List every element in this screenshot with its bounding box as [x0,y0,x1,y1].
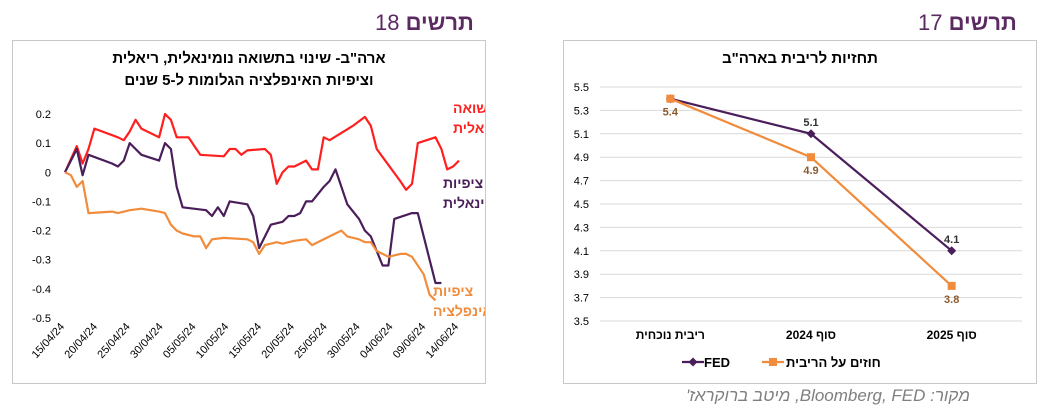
x-tick-label: 20/05/24 [259,321,297,361]
y-tick-label: 0.1 [36,138,51,150]
data-label: 5.1 [803,117,818,129]
x-tick-label: 25/05/24 [292,321,330,361]
series-line-2 [64,171,437,302]
category-label: סוף 2025 [927,328,977,342]
legend-label: FED [704,355,730,370]
data-point [806,129,816,139]
legend-marker [769,358,777,366]
x-tick-label: 15/05/24 [227,321,265,361]
series-label: ציפיות [433,283,473,299]
x-tick-label: 30/04/24 [128,321,166,361]
x-tick-label: 05/05/24 [161,321,199,361]
series-line-1 [64,141,442,285]
data-point [947,281,956,290]
series-line-0 [63,112,460,191]
series-label: ציפיות [443,175,483,191]
y-tick-label: 3.7 [574,293,589,305]
x-tick-label: 14/06/24 [424,321,462,361]
x-tick-label: 30/05/24 [325,321,363,361]
y-tick-label: 5.3 [574,105,589,117]
y-tick-label: 4.3 [574,222,589,234]
data-point [666,94,675,103]
data-label: 4.9 [803,165,818,177]
y-tick-label: 4.1 [574,246,589,258]
x-tick-label: 09/06/24 [391,321,429,361]
rate-forecast-chart-panel: תחזיות לריבית בארה"ב 5.5 5.3 5.1 4.9 4.7 4.5 4.… [563,40,1037,384]
y-tick-label: -0.3 [32,255,51,267]
chart-18-header: תרשים 18 [375,10,474,36]
category-label: סוף 2024 [786,328,836,342]
y-tick-label: 3.9 [574,269,589,281]
y-tick-label: 4.9 [574,152,589,164]
data-label: 5.4 [663,107,679,119]
data-point [807,153,815,162]
y-tick-label: 4.5 [574,199,589,211]
y-tick-label: 3.5 [574,316,589,328]
chart-18-title-line1: ארה"ב- שינוי בתשואה נומינאלית, ריאלית [112,50,385,67]
chart-18-title-line2: וציפיות האינפלציה הגלומות ל-5 שנים [124,72,373,89]
y-tick-label: -0.1 [32,196,51,208]
y-tick-label: -0.2 [32,226,51,238]
y-tick-label: 5.5 [574,82,589,94]
series-label: ריאלית [453,120,485,136]
x-tick-label: 25/04/24 [95,321,133,361]
chart-18-number: 18 [375,10,400,35]
x-tick-label: 20/04/24 [62,321,100,361]
chart-18-label: תרשים [405,10,474,35]
legend-marker [688,357,698,367]
yield-change-chart: ארה"ב- שינוי בתשואה נומינאלית, ריאלית וצי… [30,50,505,361]
series-label: האינפלציה [433,303,485,319]
yield-change-chart-panel: ארה"ב- שינוי בתשואה נומינאלית, ריאלית וצי… [12,40,505,384]
y-tick-label: -0.4 [32,284,51,296]
x-tick-label: 10/05/24 [194,321,232,361]
chart-17-header: תרשים 17 [918,10,1017,36]
y-tick-label: 0 [45,167,51,179]
y-tick-label: -0.5 [32,313,51,325]
data-label: 3.8 [944,294,959,306]
chart-17-label: תרשים [948,10,1017,35]
data-label: 4.1 [944,234,959,246]
legend-label: חוזים על הריבית [786,355,881,370]
series-label: נומינאלית [443,195,485,211]
series-label: תשואה [453,100,485,116]
y-tick-label: 4.7 [574,176,589,188]
y-tick-label: 5.1 [574,129,589,141]
source-note: מקור: Bloomberg, FED, מיטב ברוקראז' [686,386,970,405]
rate-forecast-chart: תחזיות לריבית בארה"ב 5.5 5.3 5.1 4.9 4.7 4.5 4.… [574,50,1022,370]
chart-17-number: 17 [918,10,943,35]
y-tick-label: 0.2 [36,109,51,121]
data-point [947,246,957,256]
chart-17-title: תחזיות לריבית בארה"ב [722,50,878,67]
category-label: ריבית נוכחית [636,328,705,342]
x-tick-label: 15/04/24 [30,321,68,361]
x-tick-label: 04/06/24 [358,321,396,361]
